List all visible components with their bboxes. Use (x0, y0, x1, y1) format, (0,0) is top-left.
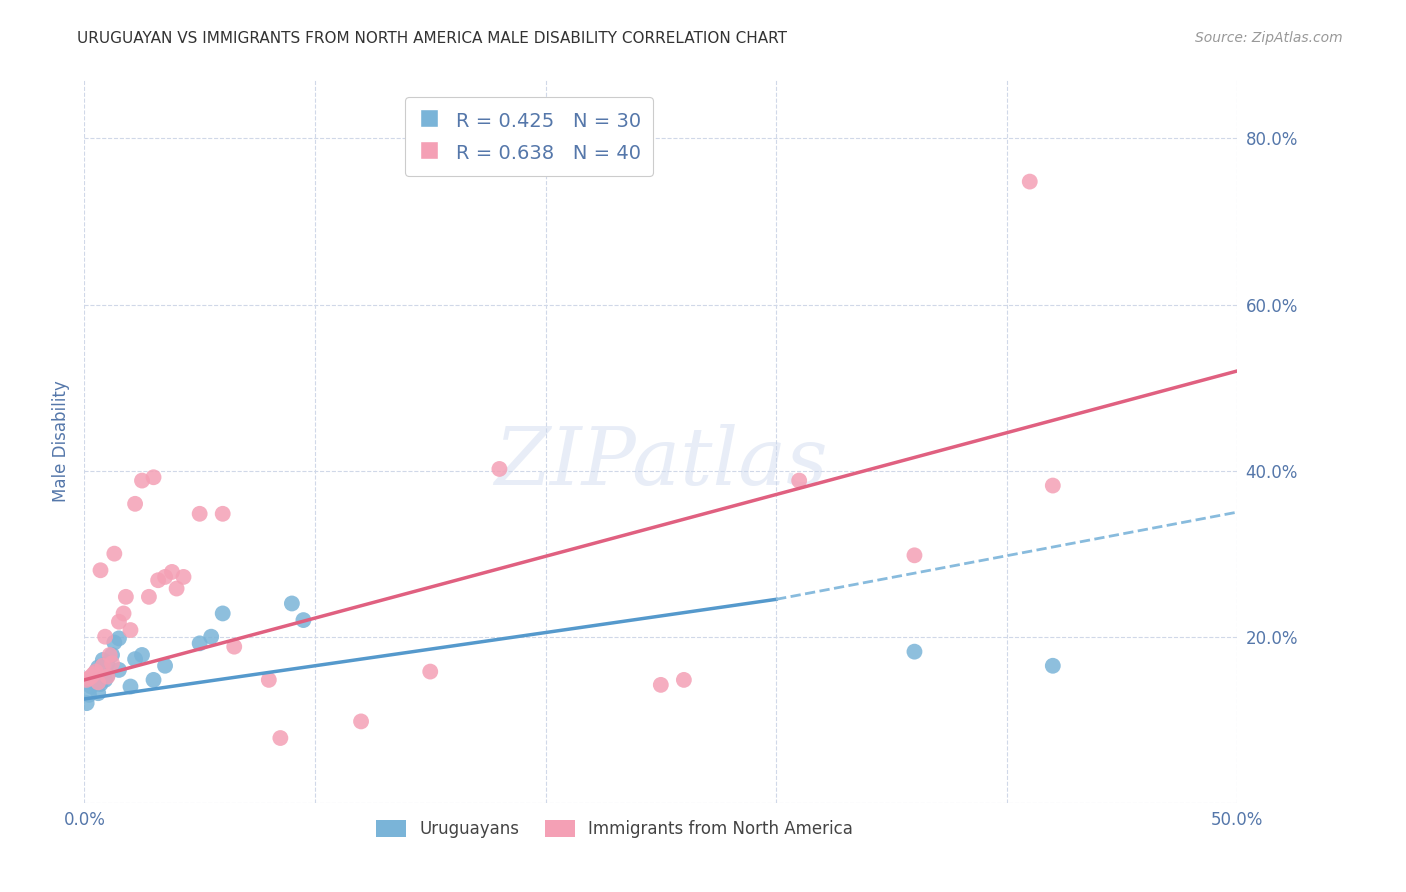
Point (84, 669, 107, 683)
Point (89, 677, 111, 691)
Point (124, 497, 146, 511)
Point (120, 623, 142, 637)
Point (160, 565, 183, 579)
Point (83, 667, 105, 681)
Point (87, 675, 110, 690)
Point (108, 663, 131, 677)
Y-axis label: Male Disability: Male Disability (52, 381, 70, 502)
Point (101, 657, 124, 671)
Point (131, 648, 153, 662)
Point (115, 590, 138, 604)
Point (488, 462, 510, 476)
Point (257, 673, 280, 687)
Text: Source: ZipAtlas.com: Source: ZipAtlas.com (1195, 31, 1343, 45)
Point (89, 563, 111, 577)
Point (173, 570, 195, 584)
Point (94, 630, 117, 644)
Point (153, 570, 176, 584)
Point (96, 669, 118, 683)
Point (87, 686, 110, 700)
Point (103, 547, 125, 561)
Point (80, 673, 103, 687)
Point (787, 474, 810, 488)
Point (672, 673, 695, 687)
Point (142, 470, 165, 484)
Point (188, 507, 211, 521)
Point (112, 607, 135, 621)
Point (108, 615, 131, 629)
Point (188, 636, 211, 650)
Point (77, 671, 100, 685)
Point (281, 597, 304, 611)
Point (124, 652, 146, 666)
Point (80, 680, 103, 694)
Legend: Uruguayans, Immigrants from North America: Uruguayans, Immigrants from North Americ… (370, 814, 859, 845)
Point (419, 665, 441, 679)
Point (76, 696, 98, 710)
Point (101, 648, 124, 662)
Point (292, 613, 315, 627)
Point (96, 669, 118, 683)
Point (96, 657, 118, 671)
Point (91, 658, 114, 673)
Point (166, 582, 188, 596)
Point (211, 607, 233, 621)
Point (98, 648, 121, 662)
Point (138, 590, 160, 604)
Point (903, 645, 925, 659)
Point (1042, 658, 1064, 673)
Point (83, 675, 105, 690)
Point (350, 714, 373, 729)
Point (84, 665, 107, 679)
Point (650, 678, 672, 692)
Point (142, 673, 165, 687)
Text: URUGUAYAN VS IMMIGRANTS FROM NORTH AMERICA MALE DISABILITY CORRELATION CHART: URUGUAYAN VS IMMIGRANTS FROM NORTH AMERI… (77, 31, 787, 46)
Point (146, 573, 169, 587)
Point (131, 474, 153, 488)
Point (153, 658, 176, 673)
Point (91, 653, 114, 667)
Point (87, 660, 110, 674)
Point (1042, 478, 1064, 492)
Point (903, 549, 925, 563)
Point (80, 669, 103, 683)
Point (120, 680, 142, 694)
Text: ZIPatlas: ZIPatlas (494, 425, 828, 502)
Point (77, 688, 100, 702)
Point (84, 665, 107, 679)
Point (108, 632, 131, 646)
Point (1018, 175, 1040, 189)
Point (200, 630, 222, 644)
Point (211, 507, 233, 521)
Point (269, 731, 291, 745)
Point (76, 673, 98, 687)
Point (103, 635, 125, 649)
Point (94, 673, 117, 687)
Point (224, 640, 246, 654)
